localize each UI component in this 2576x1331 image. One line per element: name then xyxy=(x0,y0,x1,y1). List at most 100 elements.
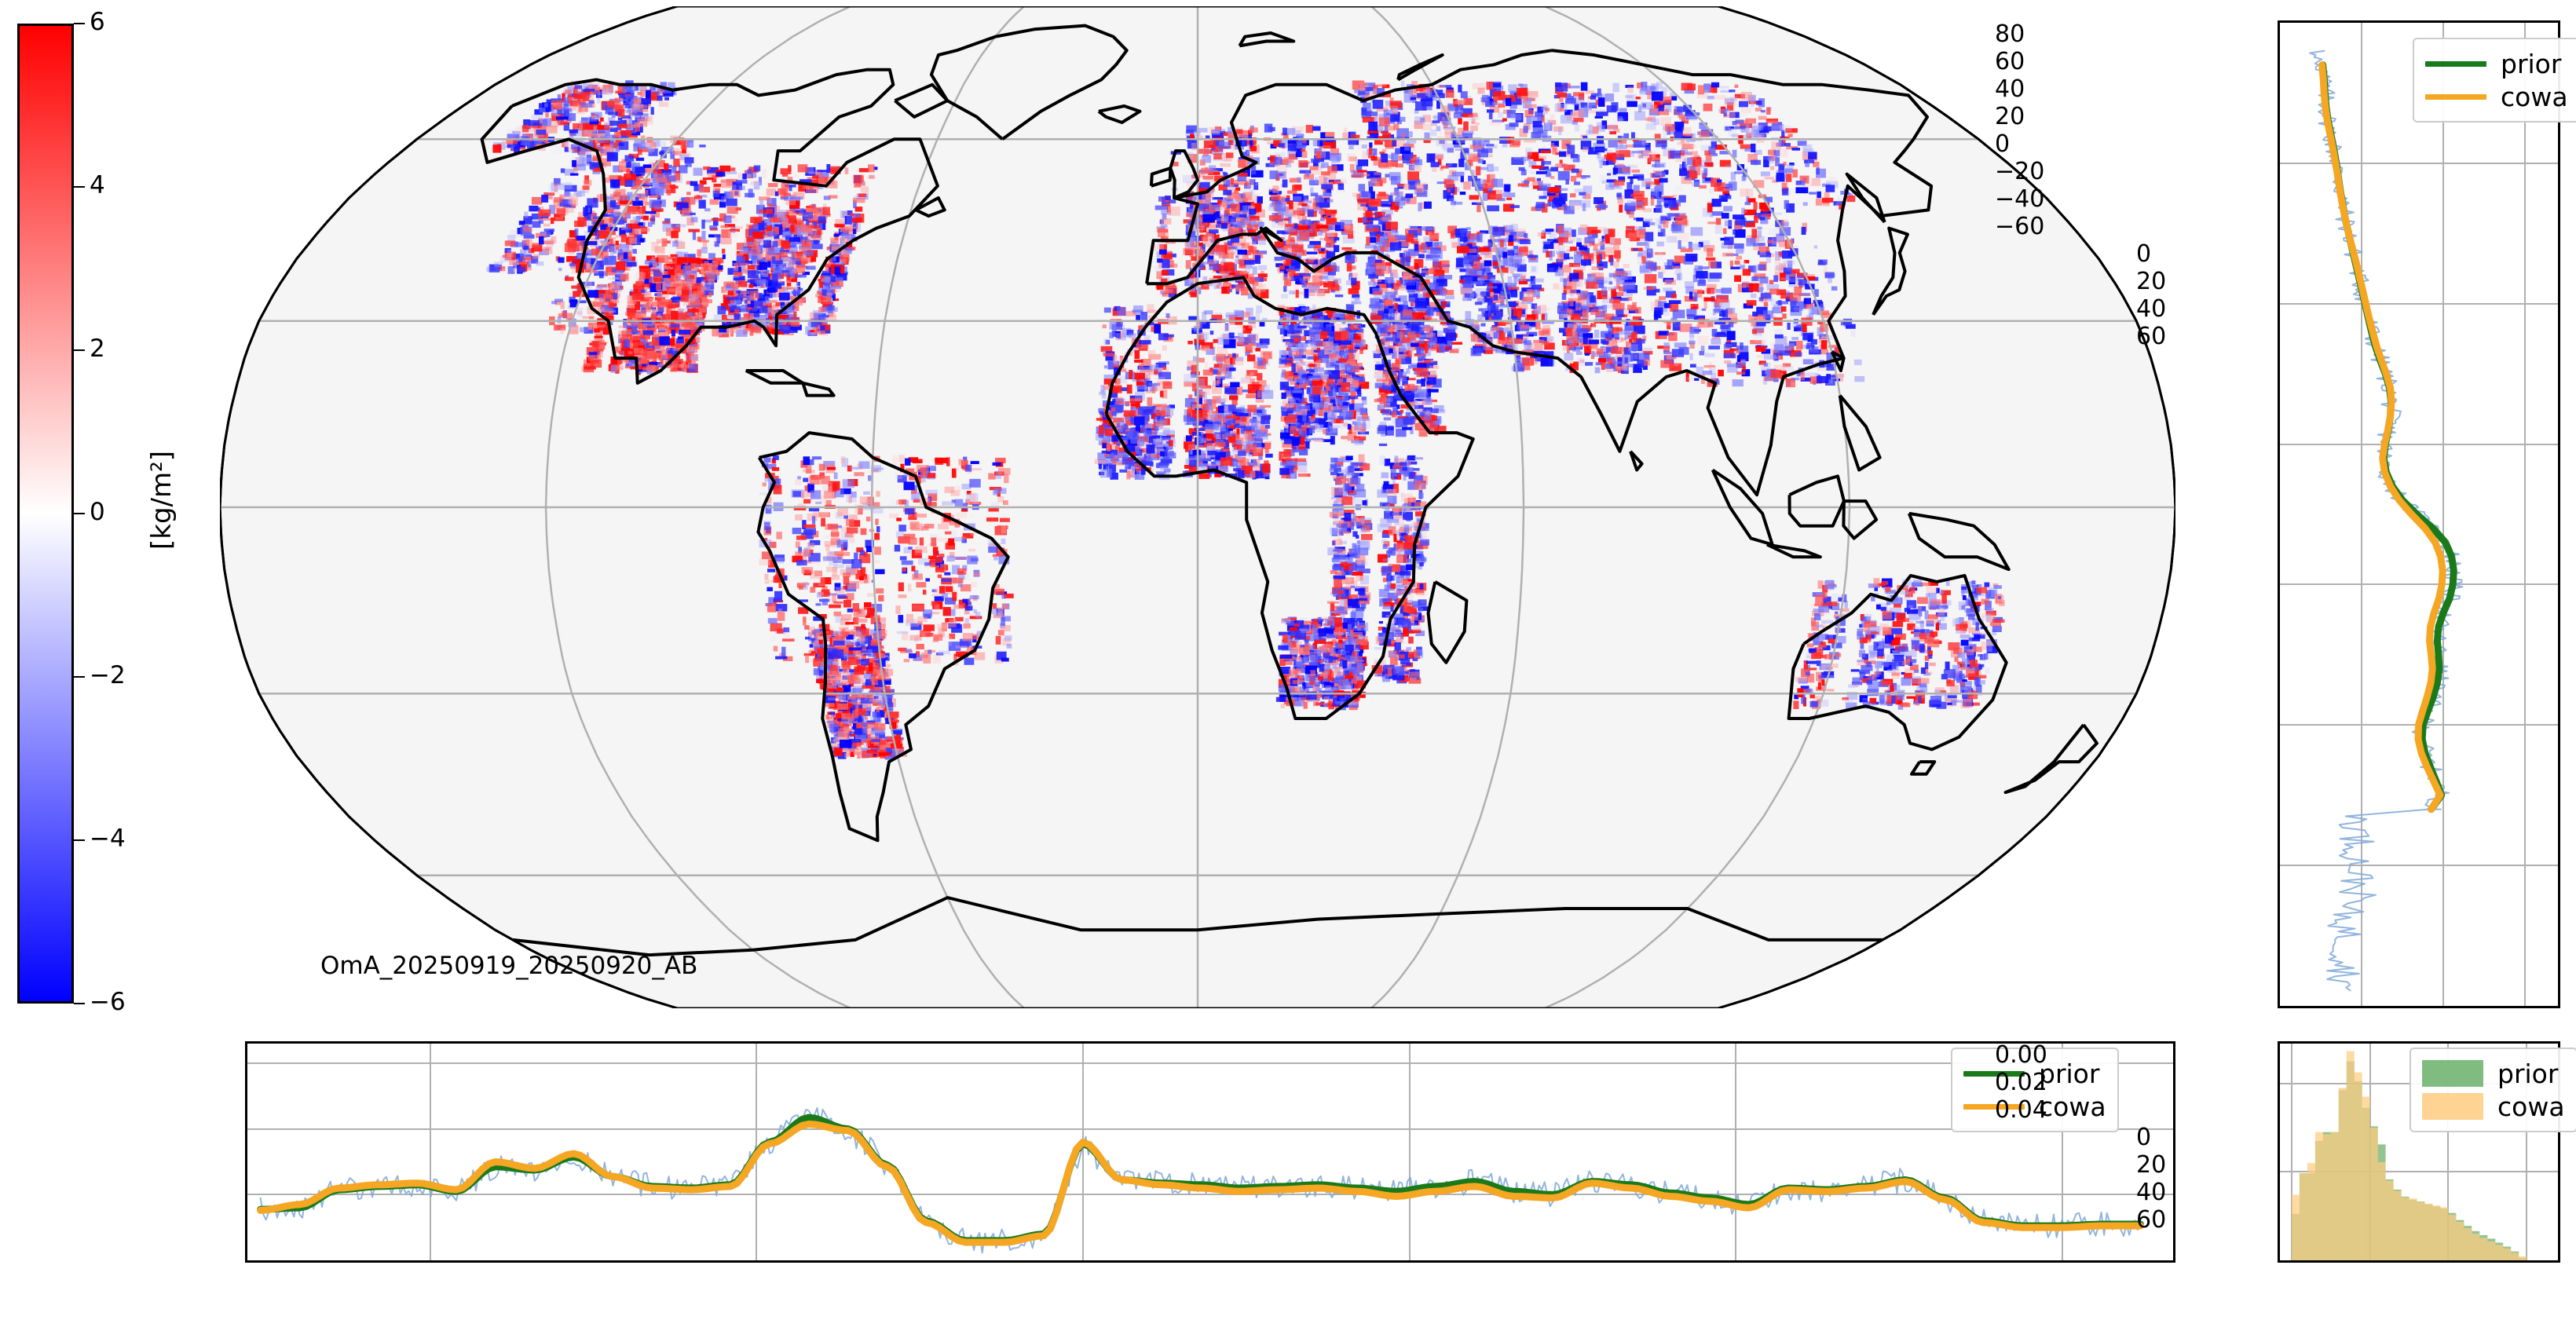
axis-tick-label: 60 xyxy=(2136,323,2167,350)
gridline-vertical xyxy=(2061,1044,2063,1260)
colorbar-tick-label: −2 xyxy=(90,661,126,689)
map-graticule xyxy=(220,6,2175,1008)
axis-tick-label: 0 xyxy=(2136,1124,2152,1151)
axis-tick-label: 40 xyxy=(1995,75,2025,103)
data-line xyxy=(2318,61,2446,814)
map-annotation-stamp: OmA_20250919_20250920_AB xyxy=(320,952,698,980)
axis-tick-label: 20 xyxy=(1995,103,2025,130)
axis-tick-label: 20 xyxy=(2136,268,2167,295)
coastlines xyxy=(480,24,2098,957)
gridline-horizontal xyxy=(2280,162,2558,164)
histogram-bar xyxy=(2424,1203,2433,1260)
colorbar-tickmark xyxy=(74,513,85,514)
axis-tick-label: 20 xyxy=(0,1069,245,1096)
colorbar-tickmark xyxy=(74,676,85,678)
legend-patch-swatch xyxy=(2422,1060,2483,1087)
zonal-profile-panel: 80 60 40 20 0 −20 −40 −60 0 20 40 60 prior cowa xyxy=(1995,20,2576,1008)
gridline-horizontal xyxy=(2280,583,2558,586)
histogram-bars xyxy=(2292,1051,2527,1260)
histogram-y-tick-labels: 0.00 0.02 0.04 xyxy=(1995,1041,2560,1124)
coastline-path xyxy=(1238,31,1296,48)
colorbar-tickmark xyxy=(74,1003,85,1004)
legend-label: prior xyxy=(2501,48,2562,79)
coastline-path xyxy=(1426,580,1469,664)
axis-tick-label: 40 xyxy=(2136,1179,2167,1206)
gridline-horizontal xyxy=(247,1062,2173,1065)
coastline-path xyxy=(801,381,836,397)
coastline-path xyxy=(1097,104,1142,124)
legend-line-swatch xyxy=(1963,1103,2025,1110)
coastline-path xyxy=(1830,350,1846,372)
zonal-legend: prior cowa xyxy=(2413,38,2576,122)
legend-patch-swatch xyxy=(2422,1093,2483,1120)
coastline-path xyxy=(1787,474,1846,528)
histogram-bar xyxy=(2299,1173,2307,1260)
histogram-bar xyxy=(2503,1248,2512,1260)
zonal-axes xyxy=(2278,20,2560,1008)
coastline-path xyxy=(1907,511,2011,572)
gridline-vertical xyxy=(429,1044,431,1260)
colorbar-tickmark xyxy=(74,839,85,841)
coastline-path xyxy=(1787,574,2008,751)
gridline-vertical xyxy=(2290,1044,2292,1260)
gridline-vertical xyxy=(2442,23,2445,1006)
axis-tick-label: 50 xyxy=(0,1234,1210,1261)
histogram-bar xyxy=(2448,1215,2457,1260)
axis-tick-label: 0 xyxy=(2136,240,2152,268)
coastline-path xyxy=(1910,760,1937,776)
histogram-bar xyxy=(2487,1241,2496,1260)
histogram-bar xyxy=(2314,1132,2323,1260)
axis-tick-label: 60 xyxy=(2136,1206,2167,1234)
gridline-vertical xyxy=(2361,23,2363,1006)
axis-tick-label: 40 xyxy=(0,1096,245,1124)
histogram-legend: prior cowa xyxy=(2410,1048,2576,1132)
colorbar-tick-label: 0 xyxy=(90,498,105,526)
histogram-bar xyxy=(2377,1162,2386,1260)
gridline-horizontal xyxy=(247,1194,2173,1196)
coastline-path xyxy=(2003,723,2098,795)
axis-tick-label: −40 xyxy=(1995,185,2045,213)
axis-tick-label: 0.02 xyxy=(1995,1069,2047,1096)
omapa-data-layer xyxy=(486,80,2005,760)
coastline-path xyxy=(1872,226,1909,316)
legend-line-swatch xyxy=(2425,93,2486,100)
axis-tick-label: 20 xyxy=(2136,1151,2167,1179)
axis-tick-label: 0 xyxy=(1995,130,2011,158)
map-panel: OmA_20250919_20250920_AB xyxy=(220,6,2175,1008)
gridline-vertical xyxy=(1735,1044,1737,1260)
coastline-path xyxy=(1629,450,1644,472)
histogram-bar xyxy=(2401,1198,2410,1260)
gridline-vertical xyxy=(2447,1044,2450,1260)
coastline-path xyxy=(1845,172,1886,224)
axis-tick-label: 0 xyxy=(0,1206,1210,1234)
zonal-y-tick-labels: 80 60 40 20 0 −20 −40 −60 xyxy=(1995,20,2560,240)
meridional-legend: prior cowa xyxy=(1951,1048,2119,1132)
axis-tick-label: 60 xyxy=(1995,48,2025,75)
legend-label: prior xyxy=(2497,1058,2559,1089)
coastline-path xyxy=(480,68,939,385)
coastline-path xyxy=(915,196,946,218)
zonal-x-tick-labels: 0 20 40 60 xyxy=(2136,240,2560,350)
legend-line-swatch xyxy=(2425,60,2486,67)
histogram-panel: 0.00 0.02 0.04 0 20 40 60 prior cowa xyxy=(1995,1041,2576,1263)
histogram-bar xyxy=(2409,1198,2417,1260)
coastline-path xyxy=(756,431,1010,843)
histogram-bar xyxy=(2519,1256,2527,1260)
gridline-vertical xyxy=(1408,1044,1411,1260)
data-line xyxy=(257,1121,2144,1246)
legend-line-swatch xyxy=(1963,1070,2025,1077)
colorbar-tickmark xyxy=(74,23,85,24)
legend-item: prior xyxy=(1963,1057,2106,1090)
histogram-x-tick-labels: 0 20 40 60 xyxy=(2136,1124,2560,1234)
coastline-path xyxy=(929,24,1129,141)
histogram-bar xyxy=(2369,1128,2378,1260)
axis-tick-label: 0.04 xyxy=(1995,1096,2047,1124)
axis-tick-label: 0 xyxy=(0,1041,245,1069)
histogram-bar xyxy=(2472,1234,2480,1260)
colorbar-tick-label: 6 xyxy=(90,8,105,36)
data-line xyxy=(2309,49,2464,992)
axis-tick-label: 150 xyxy=(0,1289,1210,1316)
histogram-bar xyxy=(2362,1096,2370,1260)
gridline-horizontal xyxy=(2280,302,2558,305)
